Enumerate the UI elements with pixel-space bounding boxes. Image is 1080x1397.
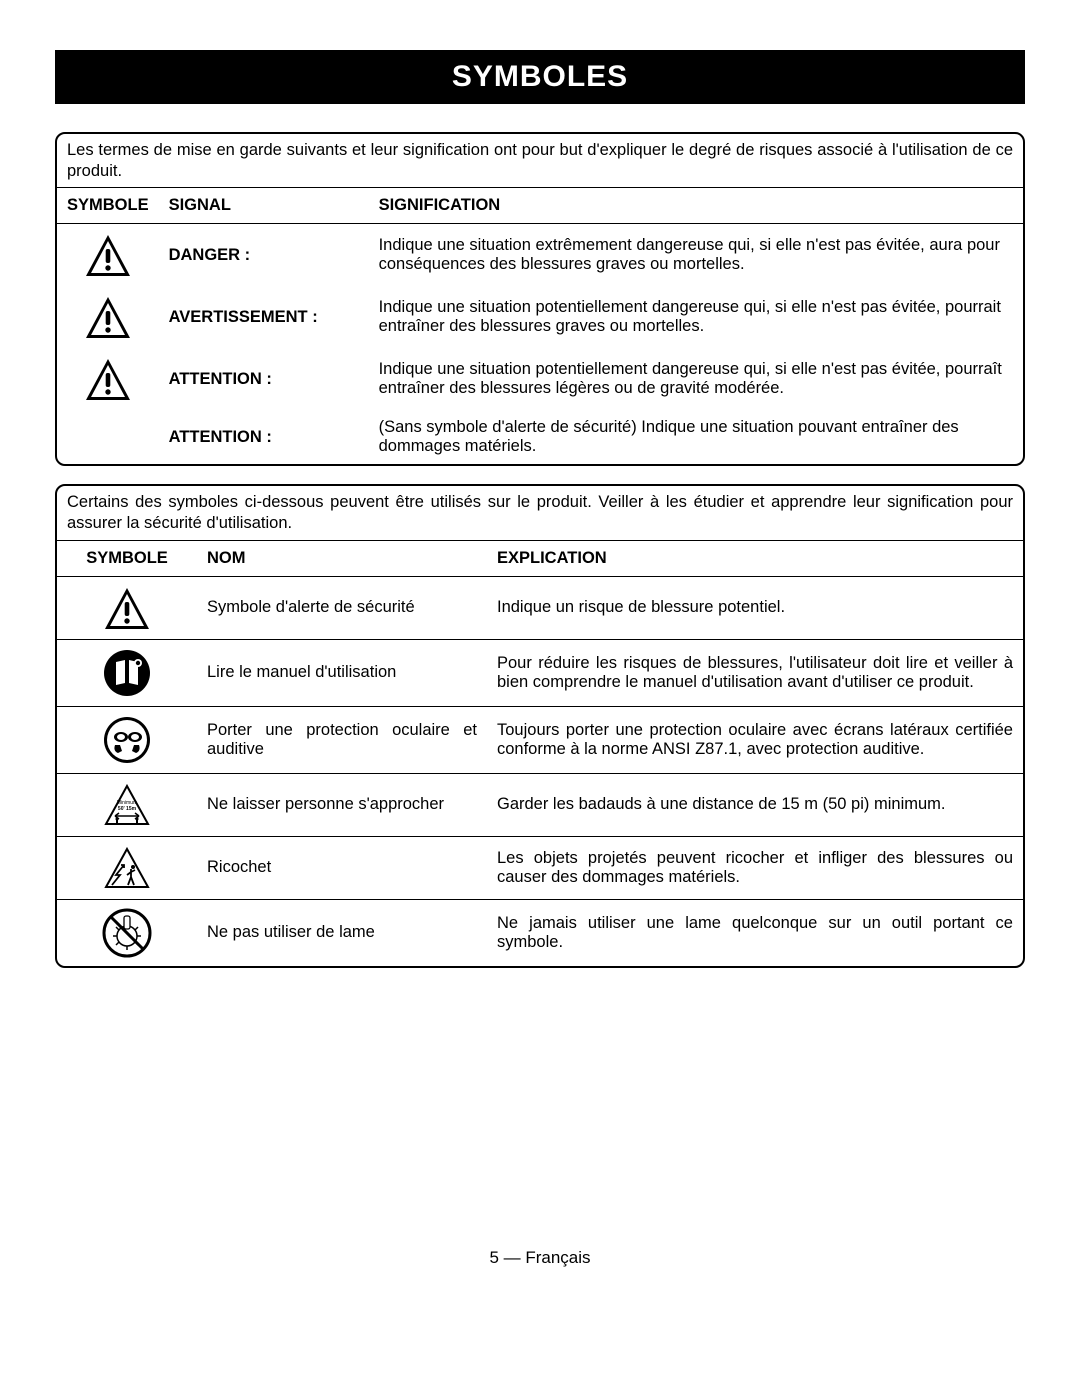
- symbol-name: Porter une protection oculaire et auditi…: [197, 706, 487, 773]
- symbol-panel: Certains des symboles ci-dessous peuvent…: [55, 484, 1025, 967]
- alert-icon: [57, 348, 159, 410]
- symbol-row: Ne laisser personne s'approcherGarder le…: [57, 773, 1023, 836]
- symbol-row: Symbole d'alerte de sécuritéIndique un r…: [57, 576, 1023, 639]
- symbol-row: Porter une protection oculaire et auditi…: [57, 706, 1023, 773]
- signal-intro: Les termes de mise en garde suivants et …: [57, 134, 1023, 187]
- th-signal: SIGNAL: [159, 188, 369, 224]
- symbol-name: Lire le manuel d'utilisation: [197, 639, 487, 706]
- signal-meaning: (Sans symbole d'alerte de sécurité) Indi…: [369, 410, 1023, 464]
- symbol-explanation: Pour réduire les risques de blessures, l…: [487, 639, 1023, 706]
- symbol-explanation: Garder les badauds à une distance de 15 …: [487, 773, 1023, 836]
- th-explication: EXPLICATION: [487, 540, 1023, 576]
- symbol-name: Ne laisser personne s'approcher: [197, 773, 487, 836]
- ricochet-icon: [57, 836, 197, 899]
- signal-meaning: Indique une situation potentiellement da…: [369, 348, 1023, 410]
- alert-icon: [57, 576, 197, 639]
- symbol-row: RicochetLes objets projetés peuvent rico…: [57, 836, 1023, 899]
- no-icon: [57, 410, 159, 464]
- symbol-name: Ne pas utiliser de lame: [197, 899, 487, 966]
- signal-row: AVERTISSEMENT :Indique une situation pot…: [57, 286, 1023, 348]
- signal-meaning: Indique une situation extrêmement danger…: [369, 224, 1023, 287]
- eye-ear-protection-icon: [57, 706, 197, 773]
- alert-icon: [57, 286, 159, 348]
- signal-label: AVERTISSEMENT :: [159, 286, 369, 348]
- symbol-name: Symbole d'alerte de sécurité: [197, 576, 487, 639]
- signal-row: DANGER :Indique une situation extrêmemen…: [57, 224, 1023, 287]
- keep-away-icon: [57, 773, 197, 836]
- signal-label: ATTENTION :: [159, 410, 369, 464]
- symbol-explanation: Ne jamais utiliser une lame quelconque s…: [487, 899, 1023, 966]
- symbol-table: SYMBOLE NOM EXPLICATION Symbole d'alerte…: [57, 540, 1023, 966]
- symbol-name: Ricochet: [197, 836, 487, 899]
- signal-label: DANGER :: [159, 224, 369, 287]
- symbol-row: Ne pas utiliser de lameNe jamais utilise…: [57, 899, 1023, 966]
- signal-row: ATTENTION :Indique une situation potenti…: [57, 348, 1023, 410]
- read-manual-icon: [57, 639, 197, 706]
- page-footer: 5 — Français: [55, 1248, 1025, 1268]
- signal-meaning: Indique une situation potentiellement da…: [369, 286, 1023, 348]
- symbol-explanation: Indique un risque de blessure potentiel.: [487, 576, 1023, 639]
- no-blade-icon: [57, 899, 197, 966]
- symbol-row: Lire le manuel d'utilisationPour réduire…: [57, 639, 1023, 706]
- symbol-intro: Certains des symboles ci-dessous peuvent…: [57, 486, 1023, 539]
- page-title: SYMBOLES: [55, 50, 1025, 104]
- th-symbole: SYMBOLE: [57, 540, 197, 576]
- symbol-explanation: Les objets projetés peuvent ricocher et …: [487, 836, 1023, 899]
- signal-label: ATTENTION :: [159, 348, 369, 410]
- signal-word-panel: Les termes de mise en garde suivants et …: [55, 132, 1025, 466]
- alert-icon: [57, 224, 159, 287]
- signal-table: SYMBOLE SIGNAL SIGNIFICATION DANGER :Ind…: [57, 187, 1023, 464]
- th-signification: SIGNIFICATION: [369, 188, 1023, 224]
- symbol-explanation: Toujours porter une protection oculaire …: [487, 706, 1023, 773]
- th-symbole: SYMBOLE: [57, 188, 159, 224]
- th-nom: NOM: [197, 540, 487, 576]
- signal-row: ATTENTION :(Sans symbole d'alerte de séc…: [57, 410, 1023, 464]
